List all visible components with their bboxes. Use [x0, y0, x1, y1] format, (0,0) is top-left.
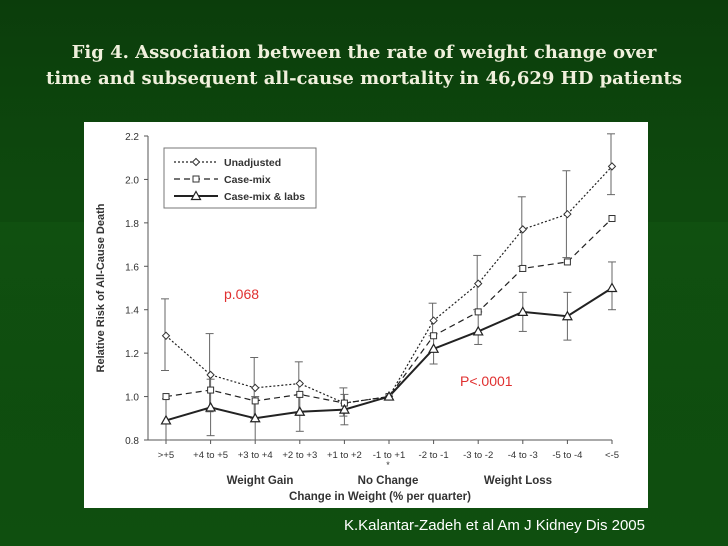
data-point-2: [606, 282, 618, 293]
x-tick-label: -2 to -1: [419, 450, 449, 461]
x-tick-label: <-5: [605, 450, 619, 461]
data-point-2: [160, 414, 172, 425]
data-point-0: [429, 316, 438, 325]
y-tick-label: 2.2: [125, 132, 139, 143]
data-point-1: [474, 308, 482, 316]
no-change-marker: *: [386, 460, 390, 470]
data-point-0: [607, 162, 617, 171]
data-point-1: [296, 390, 304, 398]
x-tick-label: +3 to +4: [238, 450, 273, 461]
y-tick-label: 1.4: [125, 306, 139, 317]
group-label-weight-loss: Weight Loss: [484, 475, 552, 487]
legend-box: [163, 147, 317, 209]
data-point-0: [518, 225, 528, 234]
x-tick-label: >+5: [158, 450, 174, 461]
x-tick-label: +2 to +3: [282, 450, 317, 461]
legend-swatch-marker: [191, 157, 201, 167]
y-tick-label: 1.2: [125, 349, 139, 360]
data-point-2: [383, 390, 395, 401]
slide-title-line-1: Fig 4. Association between the rate of w…: [71, 42, 657, 63]
y-tick-label: 1.6: [125, 262, 139, 273]
data-point-0: [295, 379, 305, 388]
data-point-1: [162, 393, 170, 401]
group-label-weight-gain: Weight Gain: [227, 475, 294, 487]
data-point-1: [563, 258, 571, 266]
data-point-2: [294, 406, 306, 416]
data-point-1: [519, 264, 527, 272]
data-point-1: [430, 332, 438, 340]
x-tick-label: -5 to -4: [552, 450, 582, 461]
data-point-2: [472, 325, 484, 336]
data-point-0: [250, 383, 260, 393]
x-tick-label: -1 to +1: [373, 450, 405, 461]
y-axis-title: Relative Risk of All-Cause Death: [95, 203, 107, 372]
series-line-1: [165, 218, 613, 404]
y-tick-label: 1.0: [125, 393, 139, 404]
data-point-0: [206, 370, 215, 380]
data-point-2: [205, 401, 217, 412]
x-tick-label: -3 to -2: [463, 450, 493, 461]
data-point-0: [473, 279, 483, 288]
slide-title-line-2: time and subsequent all-cause mortality …: [46, 68, 682, 89]
legend-swatch-marker: [190, 190, 202, 201]
chart-panel: 0.8 1.0 1.2 1.4 1.6 1.8 2.0 2.2 >+5 +4 to +5 +3 t…: [84, 122, 648, 508]
legend: Unadjusted Case-mix Case-mix & labs: [163, 147, 317, 209]
data-point-2: [517, 306, 529, 316]
x-tick-label: +4 to +5: [193, 450, 228, 461]
y-tick-label: 1.8: [125, 219, 139, 230]
y-tick-label: 2.0: [125, 175, 139, 186]
legend-label: Case-mix: [224, 174, 271, 186]
x-axis-title: Change in Weight (% per quarter): [289, 491, 471, 503]
legend-swatch-marker: [192, 175, 200, 183]
slide-title: Fig 4. Association between the rate of w…: [0, 40, 728, 92]
data-point-1: [251, 397, 259, 405]
data-point-2: [338, 403, 350, 414]
data-point-2: [428, 343, 440, 353]
citation: K.Kalantar-Zadeh et al Am J Kidney Dis 2…: [344, 517, 645, 534]
legend-label: Unadjusted: [224, 157, 281, 169]
x-tick-label: -4 to -3: [508, 450, 538, 461]
data-point-2: [249, 412, 261, 423]
data-point-2: [561, 310, 573, 321]
y-tick-label: 0.8: [125, 436, 139, 447]
x-tick-label: +1 to +2: [327, 450, 362, 461]
annotation-p068: p.068: [224, 286, 259, 302]
legend-label: Case-mix & labs: [224, 191, 305, 203]
group-label-no-change: No Change: [358, 475, 419, 487]
data-point-1: [608, 215, 616, 223]
annotation-p0001: P<.0001: [460, 373, 513, 389]
mortality-chart: 0.8 1.0 1.2 1.4 1.6 1.8 2.0 2.2 >+5 +4 to +5 +3 t…: [95, 132, 619, 503]
data-point-0: [161, 331, 171, 340]
data-point-1: [207, 386, 215, 394]
data-point-0: [563, 209, 572, 219]
